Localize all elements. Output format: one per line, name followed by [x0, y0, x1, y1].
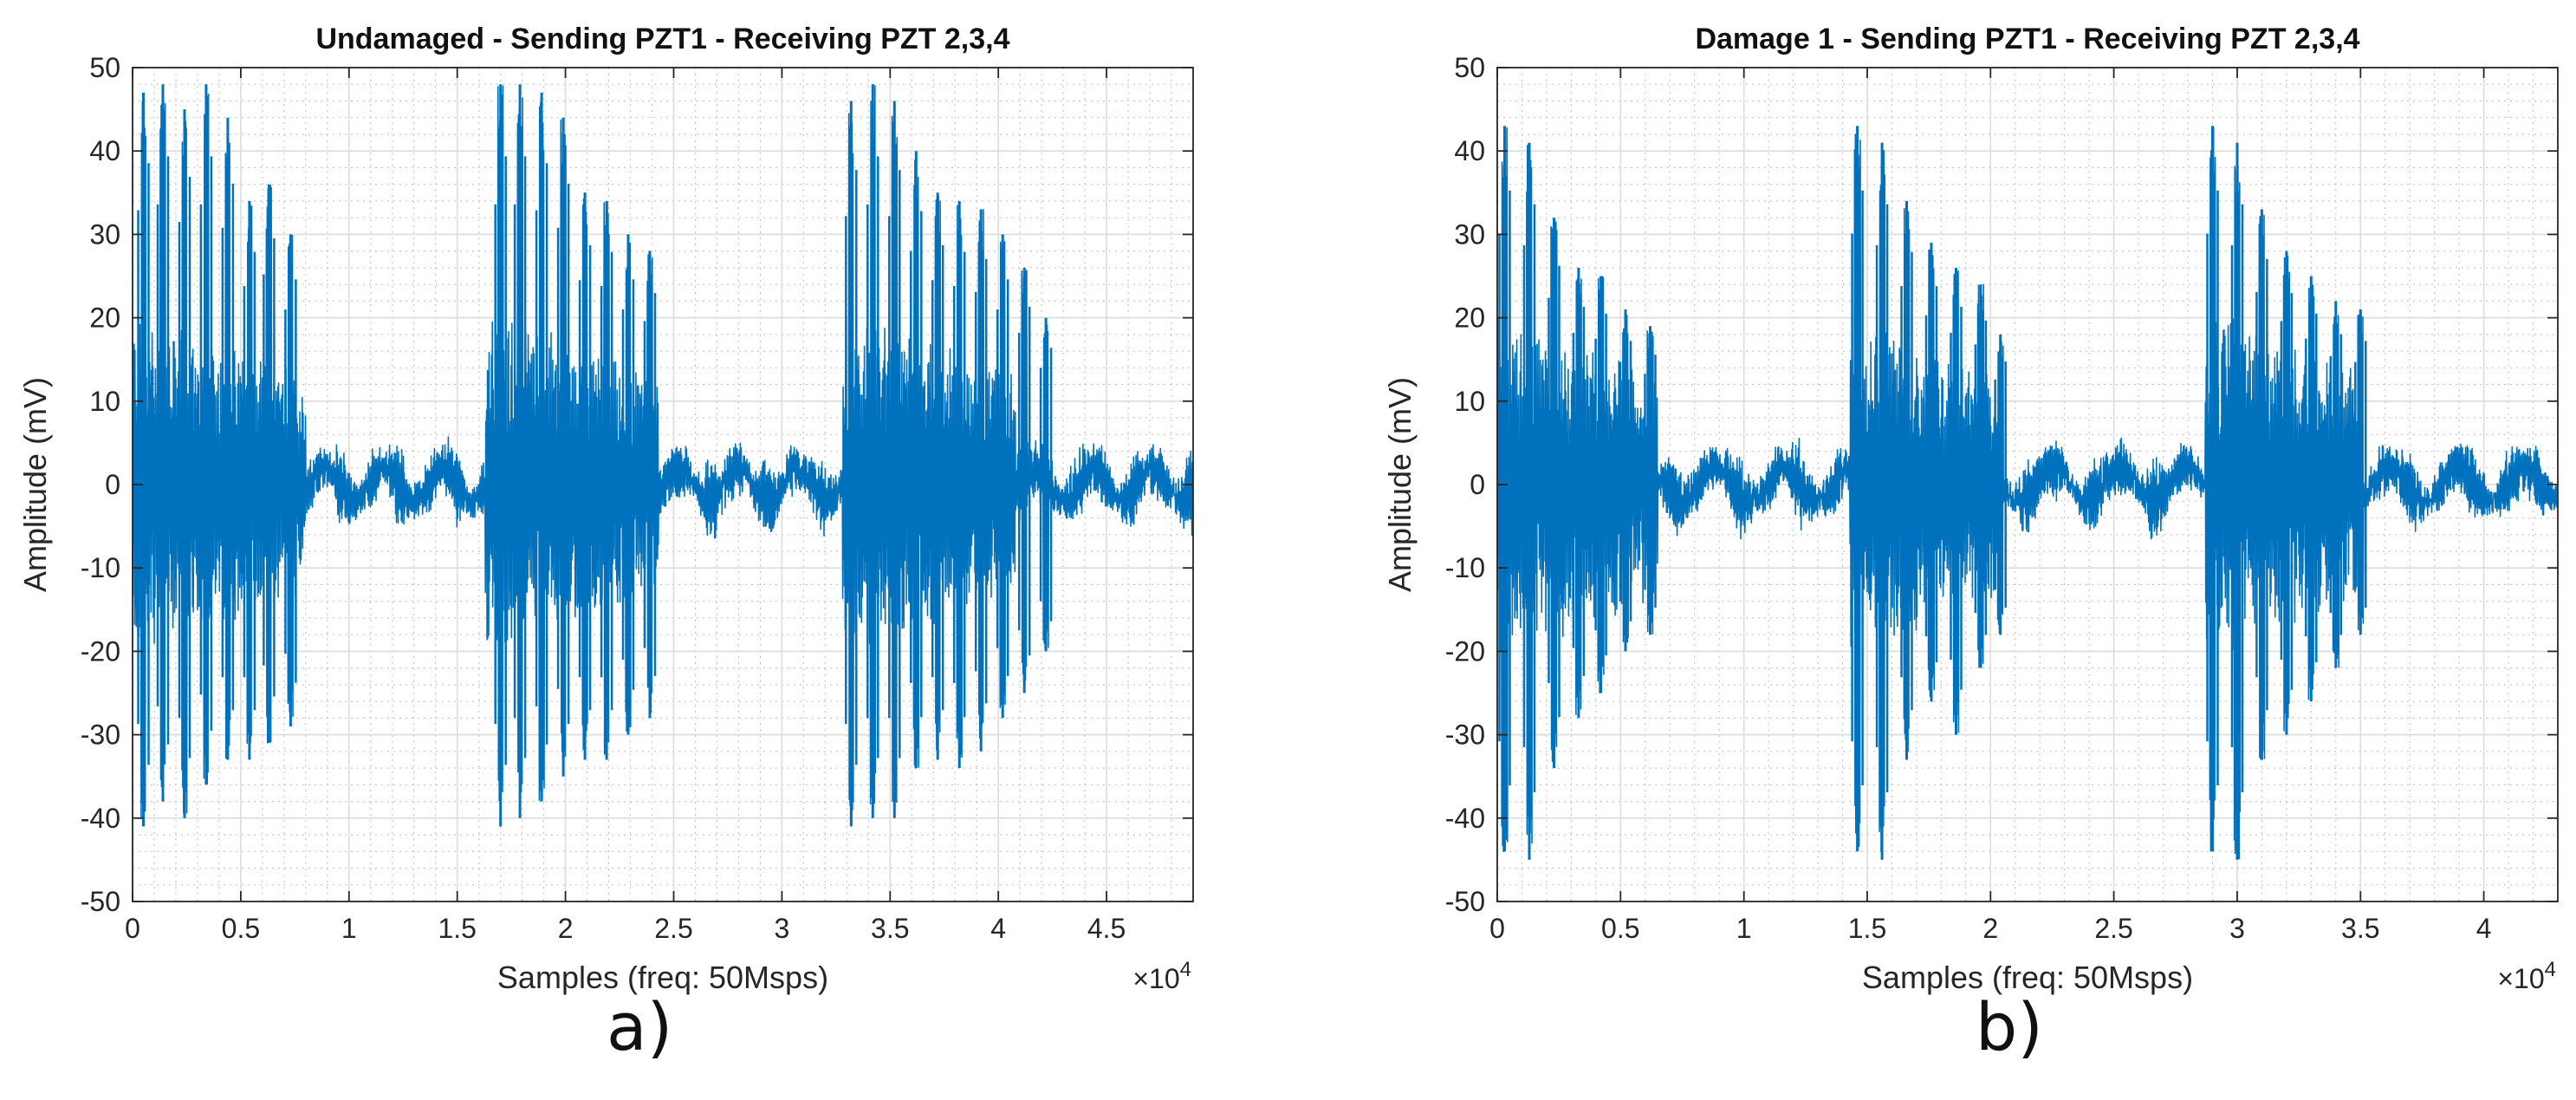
x-tick-label: 4.5	[1087, 913, 1126, 944]
signal-series	[1497, 126, 2558, 860]
x-tick-labels: 0 0.5 1 1.5 2 2.5 3 3.5 4 4.5	[125, 913, 1126, 944]
x-tick-label: 1	[341, 913, 357, 944]
y-tick-label: -30	[1445, 719, 1485, 751]
tick-marks	[132, 67, 1193, 902]
chart-undamaged: 0 0.5 1 1.5 2 2.5 3 3.5 4 4.5 -50 -40 -30 -20 -10 0 10 2…	[17, 23, 1194, 995]
x-exponent-base: ×10	[2497, 963, 2544, 994]
panel-label-b: b)	[1976, 988, 2043, 1065]
y-tick-label: 20	[89, 303, 120, 334]
x-tick-label: 0.5	[222, 913, 260, 944]
y-tick-label: -10	[1445, 552, 1485, 583]
y-tick-label: 40	[1454, 135, 1485, 166]
signal-series	[133, 84, 1193, 827]
y-tick-label: -10	[81, 552, 120, 583]
x-tick-label: 1	[1736, 913, 1752, 944]
x-tick-label: 2.5	[654, 913, 692, 944]
y-tick-label: -40	[81, 803, 120, 834]
chart-title: Undamaged - Sending PZT1 - Receiving PZT…	[315, 23, 1009, 55]
x-tick-label: 2	[1982, 913, 1998, 944]
y-tick-label: 10	[1454, 386, 1485, 417]
x-exponent-base: ×10	[1132, 963, 1179, 994]
y-tick-label: -50	[1445, 886, 1485, 917]
y-tick-label: -20	[81, 635, 120, 667]
y-tick-label: -50	[81, 886, 120, 917]
x-tick-label: 0	[125, 913, 140, 944]
y-tick-label: 50	[89, 52, 120, 83]
x-tick-label: 4	[990, 913, 1006, 944]
panel-label-a: a)	[607, 988, 673, 1065]
tick-marks	[1496, 67, 2558, 902]
x-exponent-power: 4	[1180, 958, 1191, 981]
y-tick-label: 10	[89, 386, 120, 417]
x-tick-label: 3.5	[871, 913, 909, 944]
chart-title: Damage 1 - Sending PZT1 - Receiving PZT …	[1695, 23, 2359, 55]
x-tick-label: 0	[1489, 913, 1505, 944]
x-axis-label: Samples (freq: 50Msps)	[497, 960, 828, 995]
y-tick-label: 0	[1470, 469, 1485, 500]
y-tick-label: 50	[1454, 52, 1485, 83]
x-axis-label: Samples (freq: 50Msps)	[1862, 960, 2193, 995]
y-axis-label: Amplitude (mV)	[1382, 377, 1418, 592]
x-tick-label: 2	[558, 913, 574, 944]
x-tick-label: 4	[2476, 913, 2492, 944]
signal-trace	[1497, 127, 2558, 860]
x-tick-labels: 0 0.5 1 1.5 2 2.5 3 3.5 4	[1489, 913, 2491, 944]
y-tick-label: -30	[81, 719, 120, 751]
x-tick-label: 1.5	[1848, 913, 1886, 944]
x-tick-label: 3.5	[2341, 913, 2379, 944]
signal-trace	[133, 84, 1193, 823]
x-tick-label: 3	[2229, 913, 2245, 944]
y-tick-label: -40	[1445, 803, 1485, 834]
x-exponent-label: ×104	[1132, 958, 1191, 994]
x-tick-label: 2.5	[2094, 913, 2132, 944]
x-exponent-power: 4	[2545, 958, 2556, 981]
y-tick-label: 30	[89, 218, 120, 250]
x-tick-label: 1.5	[438, 913, 476, 944]
y-axis-label: Amplitude (mV)	[17, 377, 53, 592]
y-tick-label: 20	[1454, 303, 1485, 334]
y-tick-labels: -50 -40 -30 -20 -10 0 10 20 30 40 50	[1445, 52, 1485, 917]
y-tick-label: 30	[1454, 218, 1485, 250]
y-tick-label: -20	[1445, 635, 1485, 667]
y-tick-label: 0	[105, 469, 120, 500]
x-exponent-label: ×104	[2497, 958, 2556, 994]
y-tick-label: 40	[89, 135, 120, 166]
chart-damage-1: 0 0.5 1 1.5 2 2.5 3 3.5 4 -50 -40 -30 -20 -10 0 10 20 30…	[1382, 23, 2559, 995]
x-tick-label: 3	[775, 913, 790, 944]
y-tick-labels: -50 -40 -30 -20 -10 0 10 20 30 40 50	[81, 52, 120, 917]
x-tick-label: 0.5	[1601, 913, 1639, 944]
